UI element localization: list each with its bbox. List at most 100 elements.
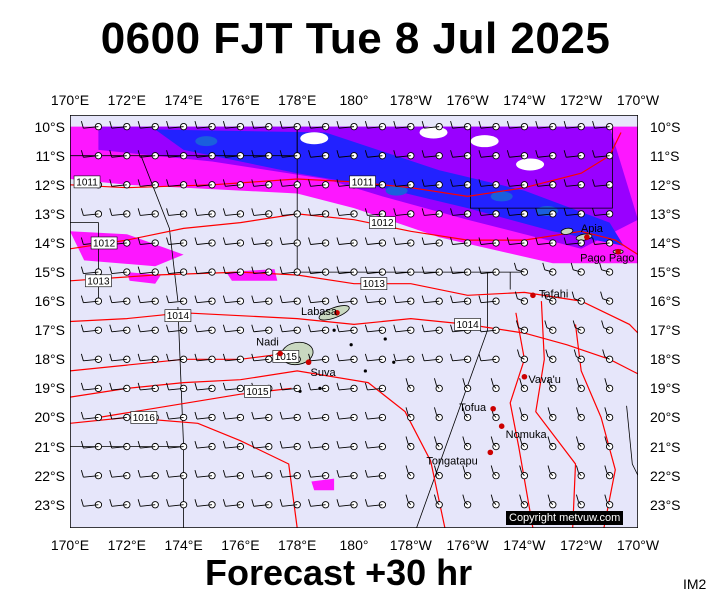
isobar-label-box	[349, 175, 376, 189]
wind-feather	[109, 353, 113, 361]
wind-barb	[604, 378, 614, 393]
wind-feather	[194, 353, 198, 361]
wind-feather	[405, 436, 409, 444]
wind-feather	[490, 378, 494, 386]
lat-label-right: 10°S	[650, 118, 681, 135]
isobar-label-text: 1016	[133, 413, 156, 424]
wind-feather	[80, 499, 84, 507]
isobar-label: 1014	[454, 318, 481, 331]
wind-feather	[279, 499, 283, 507]
wind-feather	[166, 266, 169, 274]
wind-shaft	[111, 300, 127, 304]
wind-feather	[421, 237, 425, 245]
wind-shaft	[606, 443, 610, 447]
wind-barb	[506, 208, 529, 218]
border-line	[416, 272, 488, 528]
wind-shaft	[338, 271, 355, 275]
copyright-notice: Copyright metvuw.com	[506, 511, 624, 525]
wind-shaft	[196, 446, 213, 449]
place-dot	[334, 309, 340, 316]
isobar-label: 1015	[244, 385, 271, 398]
isobar-label-text: 1015	[246, 387, 269, 398]
wind-feather	[364, 237, 368, 245]
wind-barb	[166, 470, 188, 480]
wind-shaft	[424, 184, 440, 187]
wind-shaft	[310, 387, 326, 391]
wind-barb	[279, 121, 301, 131]
lon-label-top: 174°E	[164, 92, 203, 108]
wind-barb	[137, 266, 159, 276]
wind-barb	[279, 179, 301, 189]
wind-feather	[308, 266, 311, 274]
isobar-label-box	[73, 175, 101, 189]
wind-shaft	[480, 155, 497, 158]
wind-feather	[137, 266, 141, 274]
wind-barb	[308, 411, 330, 422]
wind-feather	[462, 378, 466, 386]
wind-barb	[308, 179, 330, 189]
place-dot	[615, 248, 621, 255]
wind-feather	[308, 295, 311, 303]
wind-shaft	[338, 446, 355, 449]
wind-barb	[393, 237, 415, 247]
wind-feather	[251, 121, 255, 129]
wind-barb	[421, 324, 443, 334]
isobar-label-box	[85, 274, 112, 288]
wind-shaft	[606, 472, 610, 476]
wind-shaft	[83, 126, 99, 129]
place-label: Nomuka	[506, 429, 548, 441]
wind-shaft	[452, 155, 468, 158]
wind-shaft	[545, 298, 553, 302]
wind-shaft	[338, 300, 355, 304]
wind-barb	[109, 470, 131, 480]
wind-barb	[222, 237, 245, 247]
wind-barb	[405, 465, 415, 480]
wind-barb	[563, 121, 585, 131]
wind-feather	[279, 208, 283, 216]
wind-barb	[222, 324, 245, 334]
wind-shaft	[225, 387, 241, 391]
wind-shaft	[492, 472, 497, 476]
wind-barb	[166, 237, 188, 247]
wind-feather	[462, 494, 466, 502]
place-dot	[277, 350, 283, 357]
wind-feather	[166, 324, 169, 332]
wind-shaft	[282, 417, 298, 420]
wind-feather	[80, 266, 84, 274]
wind-barb	[166, 382, 188, 393]
wind-shaft	[452, 242, 468, 245]
wind-shaft	[424, 126, 440, 129]
isobar-line	[98, 387, 292, 419]
lat-label-left: 12°S	[34, 176, 65, 193]
wind-feather	[109, 179, 113, 187]
wind-shaft	[395, 300, 411, 304]
wind-feather	[405, 494, 409, 502]
wind-shaft	[253, 155, 269, 158]
wind-feather	[137, 324, 141, 332]
place-marker: Tafahi	[530, 288, 568, 300]
wind-feather	[405, 465, 409, 473]
wind-barb	[421, 121, 443, 131]
wind-barb	[279, 237, 301, 247]
lon-label-bot: 172°W	[560, 537, 603, 553]
place-marker: Suva	[305, 359, 337, 379]
wind-shaft	[603, 327, 610, 331]
wind-barb	[421, 237, 443, 247]
wind-barb	[393, 324, 415, 334]
wind-feather	[545, 349, 549, 357]
wind-barb	[405, 436, 415, 451]
wind-feather	[194, 266, 198, 274]
wind-feather	[575, 436, 579, 444]
wind-shaft	[310, 446, 326, 449]
wind-feather	[166, 237, 169, 245]
wind-barb	[222, 440, 245, 451]
wind-shaft	[480, 184, 497, 187]
wind-feather	[251, 208, 255, 216]
wind-feather	[462, 436, 466, 444]
wind-shaft	[566, 213, 582, 216]
wind-barb	[251, 237, 273, 247]
wind-shaft	[253, 329, 269, 333]
wind-barb	[336, 470, 358, 480]
wind-feather	[393, 179, 397, 187]
wind-shaft	[253, 504, 269, 507]
